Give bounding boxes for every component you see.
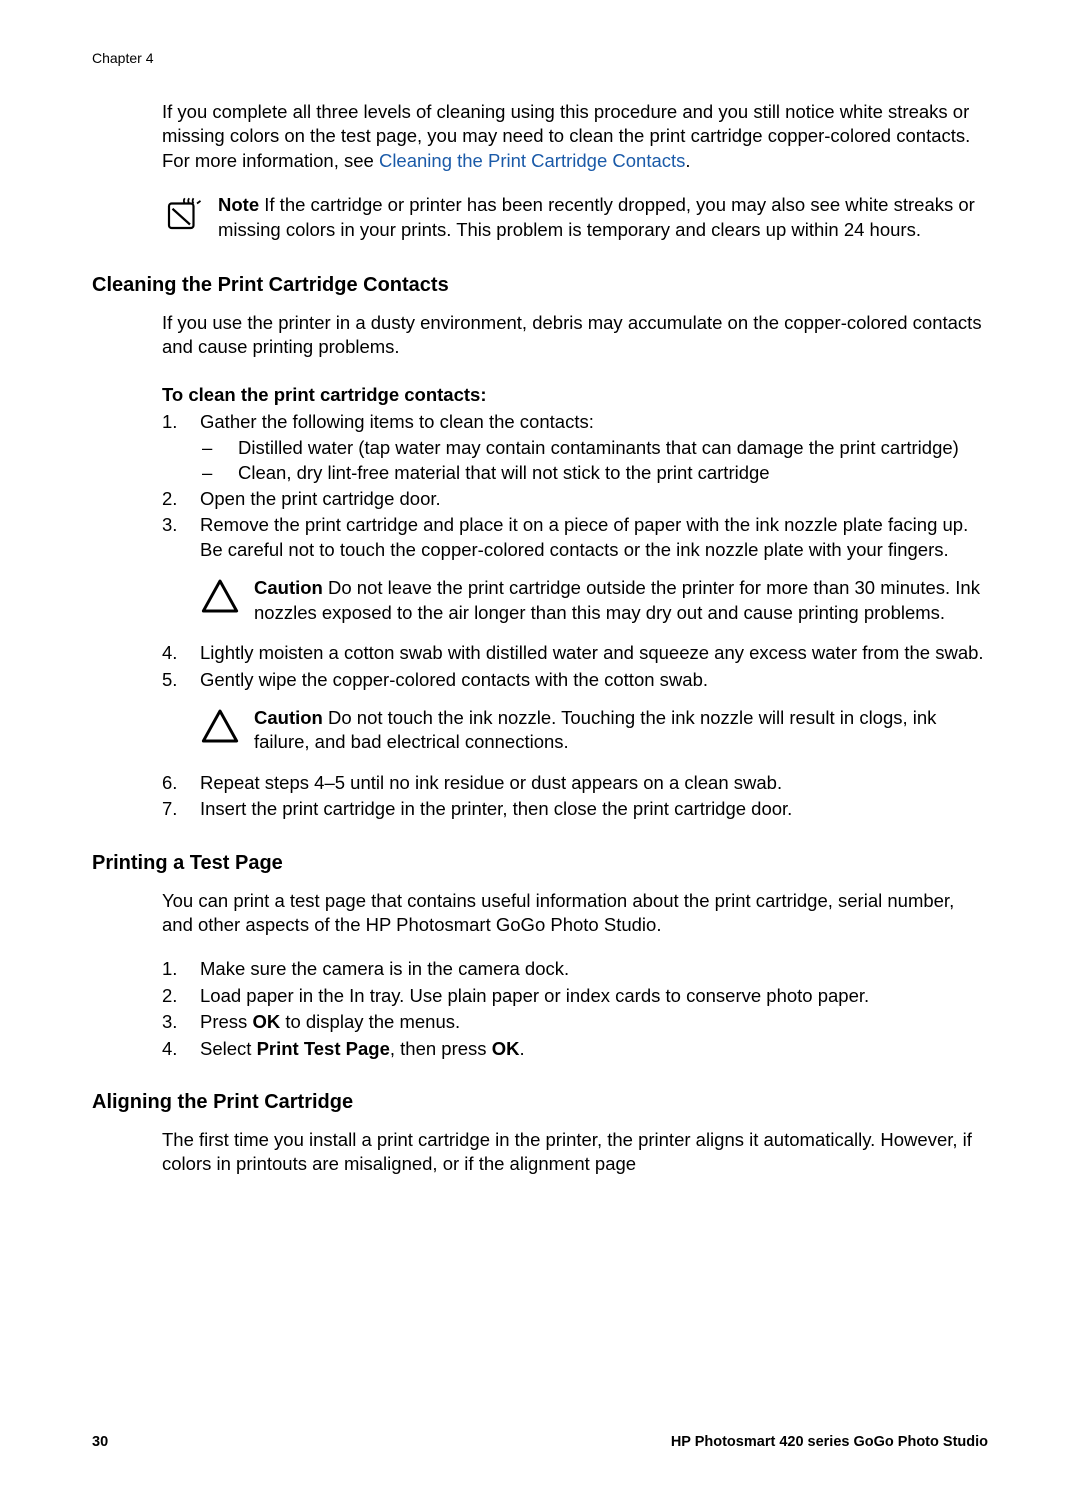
intro-paragraph: If you complete all three levels of clea… — [162, 100, 988, 173]
note-callout: Note If the cartridge or printer has bee… — [162, 193, 988, 242]
page-number: 30 — [92, 1434, 108, 1450]
bullet-text: Clean, dry lint-free material that will … — [238, 461, 988, 485]
step-2: 2. Open the print cartridge door. — [162, 487, 988, 511]
dash-icon: – — [200, 436, 238, 460]
sec2-steps-list: 1. Make sure the camera is in the camera… — [162, 957, 988, 1061]
caution-body: Do not leave the print cartridge outside… — [254, 577, 980, 622]
step-5: 5. Gently wipe the copper-colored contac… — [162, 668, 988, 769]
intro-text-b: . — [685, 150, 690, 171]
dash-icon: – — [200, 461, 238, 485]
cleaning-contacts-link[interactable]: Cleaning the Print Cartridge Contacts — [379, 150, 685, 171]
step-text: Select Print Test Page, then press OK. — [200, 1037, 988, 1061]
section-heading-test-page: Printing a Test Page — [92, 852, 988, 875]
t: Press — [200, 1011, 252, 1032]
sec1-steps-list: 1. Gather the following items to clean t… — [162, 410, 988, 822]
sec2-intro: You can print a test page that contains … — [162, 889, 988, 938]
step-number: 3. — [162, 1010, 200, 1034]
product-name: HP Photosmart 420 series GoGo Photo Stud… — [671, 1434, 988, 1450]
step-3: 3. Remove the print cartridge and place … — [162, 513, 988, 639]
step-7-text: Insert the print cartridge in the printe… — [200, 797, 988, 821]
step-5-text: Gently wipe the copper-colored contacts … — [200, 669, 708, 690]
caution-callout-2: Caution Do not touch the ink nozzle. Tou… — [200, 706, 988, 755]
step-7: 7. Insert the print cartridge in the pri… — [162, 797, 988, 821]
step-4-text: Lightly moisten a cotton swab with disti… — [200, 641, 988, 665]
caution-text: Caution Do not touch the ink nozzle. Tou… — [254, 706, 988, 755]
step-6: 6. Repeat steps 4–5 until no ink residue… — [162, 771, 988, 795]
note-label: Note — [218, 194, 259, 215]
step-3-text: Remove the print cartridge and place it … — [200, 514, 968, 559]
caution-icon — [200, 706, 240, 752]
caution-label: Caution — [254, 577, 323, 598]
step-text: Load paper in the In tray. Use plain pap… — [200, 984, 988, 1008]
section-heading-aligning: Aligning the Print Cartridge — [92, 1091, 988, 1114]
step-2-text: Open the print cartridge door. — [200, 487, 988, 511]
step-1: 1. Gather the following items to clean t… — [162, 410, 988, 485]
bullet-distilled-water: – Distilled water (tap water may contain… — [200, 436, 988, 460]
steps-heading: To clean the print cartridge contacts: — [162, 384, 988, 406]
menu-option: Print Test Page — [257, 1038, 390, 1059]
note-body: If the cartridge or printer has been rec… — [218, 194, 975, 239]
step-4: 4. Select Print Test Page, then press OK… — [162, 1037, 988, 1061]
page-footer: 30 HP Photosmart 420 series GoGo Photo S… — [92, 1434, 988, 1450]
step-text: Make sure the camera is in the camera do… — [200, 957, 988, 981]
bullet-text: Distilled water (tap water may contain c… — [238, 436, 988, 460]
t: Select — [200, 1038, 257, 1059]
caution-icon — [200, 576, 240, 622]
step-4: 4. Lightly moisten a cotton swab with di… — [162, 641, 988, 665]
note-icon — [162, 193, 204, 240]
step-number: 2. — [162, 487, 200, 511]
sec3-intro: The first time you install a print cartr… — [162, 1128, 988, 1177]
t: to display the menus. — [280, 1011, 460, 1032]
sec1-intro: If you use the printer in a dusty enviro… — [162, 311, 988, 360]
step-number: 3. — [162, 513, 200, 639]
step-number: 1. — [162, 410, 200, 485]
caution-label: Caution — [254, 707, 323, 728]
step-6-text: Repeat steps 4–5 until no ink residue or… — [200, 771, 988, 795]
caution-text: Caution Do not leave the print cartridge… — [254, 576, 988, 625]
ok-key: OK — [252, 1011, 280, 1032]
page-root: Chapter 4 If you complete all three leve… — [0, 0, 1080, 1495]
step-3: 3. Press OK to display the menus. — [162, 1010, 988, 1034]
step-1-sublist: – Distilled water (tap water may contain… — [200, 436, 988, 485]
t: , then press — [390, 1038, 492, 1059]
step-number: 4. — [162, 1037, 200, 1061]
step-2: 2. Load paper in the In tray. Use plain … — [162, 984, 988, 1008]
section-heading-cleaning-contacts: Cleaning the Print Cartridge Contacts — [92, 274, 988, 297]
step-number: 2. — [162, 984, 200, 1008]
t: . — [519, 1038, 524, 1059]
step-1: 1. Make sure the camera is in the camera… — [162, 957, 988, 981]
step-number: 4. — [162, 641, 200, 665]
bullet-lint-free: – Clean, dry lint-free material that wil… — [200, 461, 988, 485]
caution-body: Do not touch the ink nozzle. Touching th… — [254, 707, 936, 752]
step-text: Press OK to display the menus. — [200, 1010, 988, 1034]
ok-key: OK — [492, 1038, 520, 1059]
chapter-label: Chapter 4 — [92, 50, 988, 66]
step-1-text: Gather the following items to clean the … — [200, 411, 594, 432]
step-number: 7. — [162, 797, 200, 821]
note-text: Note If the cartridge or printer has bee… — [218, 193, 988, 242]
step-number: 6. — [162, 771, 200, 795]
step-number: 1. — [162, 957, 200, 981]
caution-callout-1: Caution Do not leave the print cartridge… — [200, 576, 988, 625]
step-number: 5. — [162, 668, 200, 769]
